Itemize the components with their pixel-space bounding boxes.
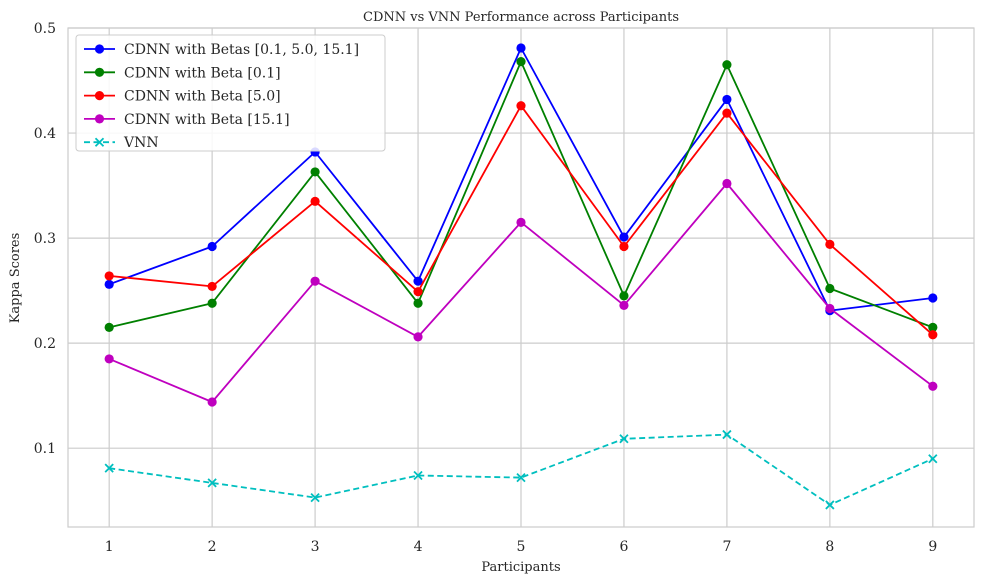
legend-marker bbox=[94, 91, 105, 101]
x-tick-label: 9 bbox=[928, 539, 937, 555]
legend-entry-label: CDNN with Beta [0.1] bbox=[124, 65, 281, 81]
data-point bbox=[413, 276, 423, 286]
series-3 bbox=[104, 101, 938, 340]
x-tick-label: 5 bbox=[517, 539, 526, 555]
data-point bbox=[310, 492, 320, 503]
y-tick-label: 0.4 bbox=[34, 126, 56, 142]
x-axis-ticks: 1 2 3 4 5 6 7 8 9 bbox=[105, 539, 938, 555]
data-point bbox=[516, 57, 526, 67]
x-tick-label: 4 bbox=[414, 539, 423, 555]
data-point bbox=[825, 500, 835, 510]
data-point bbox=[516, 101, 526, 111]
data-point bbox=[722, 429, 732, 440]
x-tick-label: 7 bbox=[722, 539, 731, 555]
y-tick-label: 0.2 bbox=[34, 336, 56, 352]
legend-entry-label: CDNN with Beta [15.1] bbox=[124, 112, 290, 128]
data-point bbox=[413, 298, 423, 308]
data-point bbox=[413, 470, 423, 481]
data-point bbox=[928, 454, 938, 464]
series-5 bbox=[104, 429, 938, 510]
y-tick-label: 0.5 bbox=[34, 21, 56, 37]
data-point bbox=[104, 279, 114, 289]
data-point bbox=[928, 293, 938, 303]
x-tick-label: 3 bbox=[311, 539, 320, 555]
legend-entry-label: VNN bbox=[123, 135, 159, 151]
data-point bbox=[619, 291, 629, 301]
series-4 bbox=[104, 178, 938, 407]
x-tick-label: 2 bbox=[208, 539, 217, 555]
data-point bbox=[619, 300, 629, 310]
data-point bbox=[722, 178, 732, 189]
data-point bbox=[825, 283, 835, 294]
y-tick-label: 0.1 bbox=[34, 441, 56, 457]
data-point bbox=[310, 276, 320, 286]
data-point bbox=[619, 241, 629, 252]
data-point bbox=[207, 478, 217, 488]
data-point bbox=[207, 281, 217, 292]
data-point bbox=[722, 108, 732, 118]
data-point bbox=[207, 298, 217, 308]
data-point bbox=[516, 472, 526, 483]
legend-box bbox=[75, 34, 386, 152]
data-point bbox=[619, 434, 629, 444]
legend-entry-label: CDNN with Betas [0.1, 5.0, 15.1] bbox=[124, 42, 359, 58]
data-point bbox=[207, 397, 217, 407]
data-point bbox=[413, 287, 423, 297]
data-point bbox=[310, 196, 320, 206]
legend-marker bbox=[94, 44, 105, 54]
data-point bbox=[825, 239, 835, 250]
series-2 bbox=[104, 57, 938, 332]
data-point bbox=[722, 60, 732, 70]
plot-frame bbox=[67, 27, 975, 528]
data-point bbox=[722, 94, 732, 105]
x-tick-label: 6 bbox=[619, 539, 628, 555]
x-axis-label: Participants bbox=[481, 560, 560, 575]
series-line bbox=[109, 433, 934, 506]
data-point bbox=[104, 463, 114, 473]
data-point bbox=[207, 241, 217, 252]
data-point bbox=[104, 322, 114, 332]
data-point bbox=[310, 167, 320, 177]
data-point bbox=[516, 217, 526, 227]
series-layer bbox=[104, 43, 938, 510]
x-tick-label: 8 bbox=[825, 539, 834, 555]
data-point bbox=[825, 303, 835, 314]
legend: CDNN with Betas [0.1, 5.0, 15.1] CDNN wit… bbox=[75, 34, 386, 152]
chart-title: CDNN vs VNN Performance across Participa… bbox=[363, 10, 679, 25]
legend-marker bbox=[94, 114, 105, 124]
legend-marker bbox=[94, 137, 105, 147]
legend-entry-label: CDNN with Beta [5.0] bbox=[124, 89, 281, 105]
data-point bbox=[104, 354, 114, 364]
legend-marker bbox=[94, 67, 105, 77]
data-point bbox=[516, 43, 526, 53]
data-point bbox=[928, 330, 938, 340]
x-tick-label: 1 bbox=[105, 539, 114, 555]
data-point bbox=[928, 322, 938, 332]
data-point bbox=[928, 381, 938, 391]
y-axis-ticks: 0.1 0.2 0.3 0.4 0.5 bbox=[34, 21, 56, 457]
data-point bbox=[104, 271, 114, 281]
y-tick-label: 0.3 bbox=[34, 231, 56, 247]
data-point bbox=[413, 332, 423, 342]
y-axis-label: Kappa Scores bbox=[8, 233, 23, 324]
data-point bbox=[619, 232, 629, 242]
